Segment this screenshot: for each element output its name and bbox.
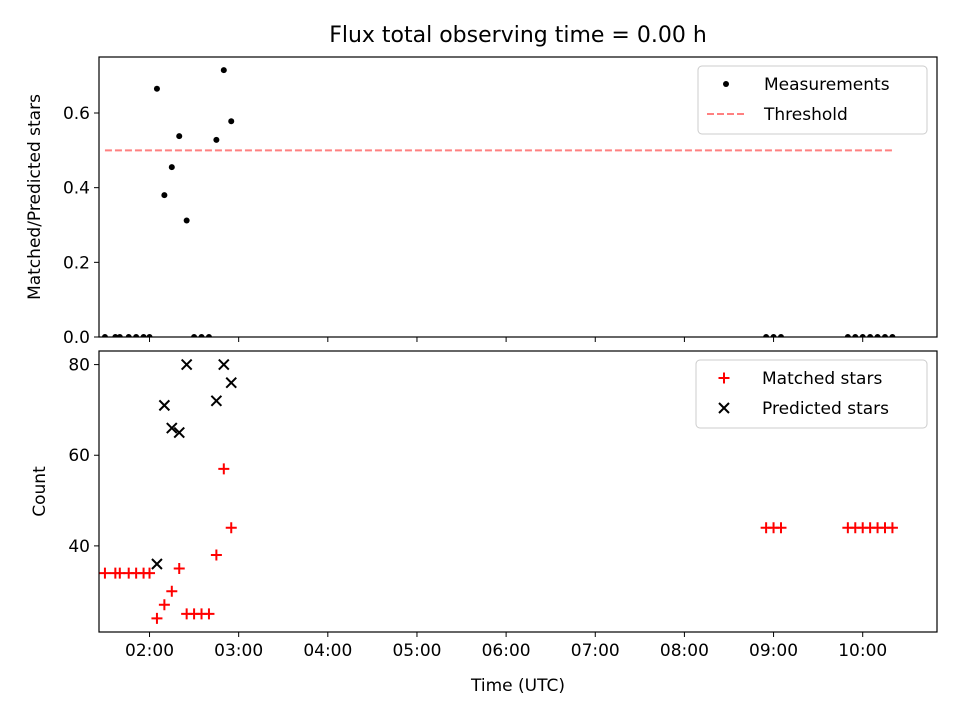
measurement-point: [133, 334, 140, 337]
measurement-point: [874, 334, 881, 337]
x-axis-label: Time (UTC): [470, 676, 565, 696]
x-tick-label: 03:00: [214, 641, 263, 661]
measurement-point: [770, 334, 777, 337]
matched-star-marker: [210, 549, 222, 561]
measurement-point: [205, 334, 212, 337]
measurement-point: [777, 334, 784, 337]
measurement-point: [844, 334, 851, 337]
predicted-star-marker: [218, 358, 230, 371]
measurement-point: [116, 334, 123, 337]
x-tick-label: 05:00: [392, 641, 441, 661]
y-axis-label: Matched/Predicted stars: [25, 94, 45, 300]
measurement-point: [198, 334, 205, 337]
predicted-star-marker: [166, 422, 178, 434]
measurement-point: [213, 136, 220, 143]
matched-star-marker: [218, 463, 230, 475]
x-tick-label: 08:00: [660, 641, 709, 661]
legend-label: Predicted stars: [762, 399, 889, 419]
bottom-axes-counts: 40 60 80 02:00 03:00 04:00 05:00 06:00 07:00 08:0…: [30, 350, 938, 696]
measurement-point: [881, 334, 888, 337]
x-tick-label: 04:00: [303, 641, 352, 661]
measurement-point: [112, 334, 119, 337]
predicted-star-marker: [173, 426, 185, 439]
x-tick-label: 09:00: [749, 641, 798, 661]
y-tick-label: 0.4: [63, 179, 90, 199]
y-tick-label: 40: [68, 537, 90, 557]
axes-frame: [98, 56, 938, 338]
matched-star-marker: [718, 372, 730, 384]
measurement-point: [867, 334, 874, 337]
legend-label: Threshold: [763, 105, 848, 125]
measurement-point: [763, 334, 770, 337]
y-tick-label: 60: [68, 446, 90, 466]
measurement-point: [140, 334, 147, 337]
measurement-point: [176, 133, 183, 140]
matched-star-marker: [775, 522, 787, 534]
y-tick-label: 0.6: [63, 104, 90, 124]
measurement-point: [220, 67, 227, 74]
axes-frame: [98, 350, 938, 633]
top-axes-ratio: 0.0 0.2 0.4 0.6 Matched/Predicted stars Measu…: [25, 56, 938, 348]
matched-star-marker: [886, 522, 898, 534]
measurement-point: [146, 334, 153, 337]
x-tick-label: 07:00: [571, 641, 620, 661]
chart-title: Flux total observing time = 0.00 h: [329, 23, 707, 48]
y-tick-label: 0.2: [63, 253, 90, 273]
matched-star-marker: [158, 599, 170, 611]
legend-box: [695, 359, 928, 429]
measurement-point: [161, 192, 168, 199]
measurement-point: [153, 85, 160, 92]
legend-box: [697, 65, 928, 135]
matched-star-marker: [166, 585, 178, 597]
matched-star-marker: [151, 612, 163, 624]
measurement-point: [101, 334, 108, 337]
measurement-point: [183, 217, 190, 224]
matched-star-marker: [99, 567, 111, 579]
legend-label: Matched stars: [762, 369, 882, 389]
y-tick-label: 80: [68, 356, 90, 376]
predicted-star-marker: [718, 402, 730, 414]
x-tick-label: 02:00: [125, 641, 174, 661]
legend: Matched stars Predicted stars: [695, 359, 928, 429]
measurement-point: [889, 334, 896, 337]
legend: Measurements Threshold: [697, 65, 928, 135]
matched-star-marker: [144, 567, 156, 579]
predicted-star-marker: [158, 399, 171, 412]
plot-area: [99, 358, 898, 624]
measurement-point: [852, 334, 859, 337]
y-axis-label: Count: [30, 466, 50, 517]
predicted-star-marker: [151, 558, 163, 570]
measurement-point: [191, 334, 198, 337]
matched-star-marker: [203, 608, 215, 620]
predicted-star-marker: [225, 377, 237, 389]
predicted-star-marker: [210, 395, 223, 407]
plot-area: [101, 67, 896, 337]
legend-label: Measurements: [764, 75, 890, 95]
measurement-point: [723, 81, 729, 87]
matched-star-marker: [173, 563, 185, 575]
x-tick-label: 06:00: [482, 641, 531, 661]
matched-star-marker: [225, 522, 237, 534]
y-tick-label: 0.0: [63, 328, 90, 348]
x-tick-label: 10:00: [838, 641, 887, 661]
measurement-point: [125, 334, 132, 337]
measurement-point: [859, 334, 866, 337]
measurement-point: [168, 164, 175, 171]
measurement-point: [228, 118, 235, 125]
predicted-star-marker: [180, 358, 193, 371]
